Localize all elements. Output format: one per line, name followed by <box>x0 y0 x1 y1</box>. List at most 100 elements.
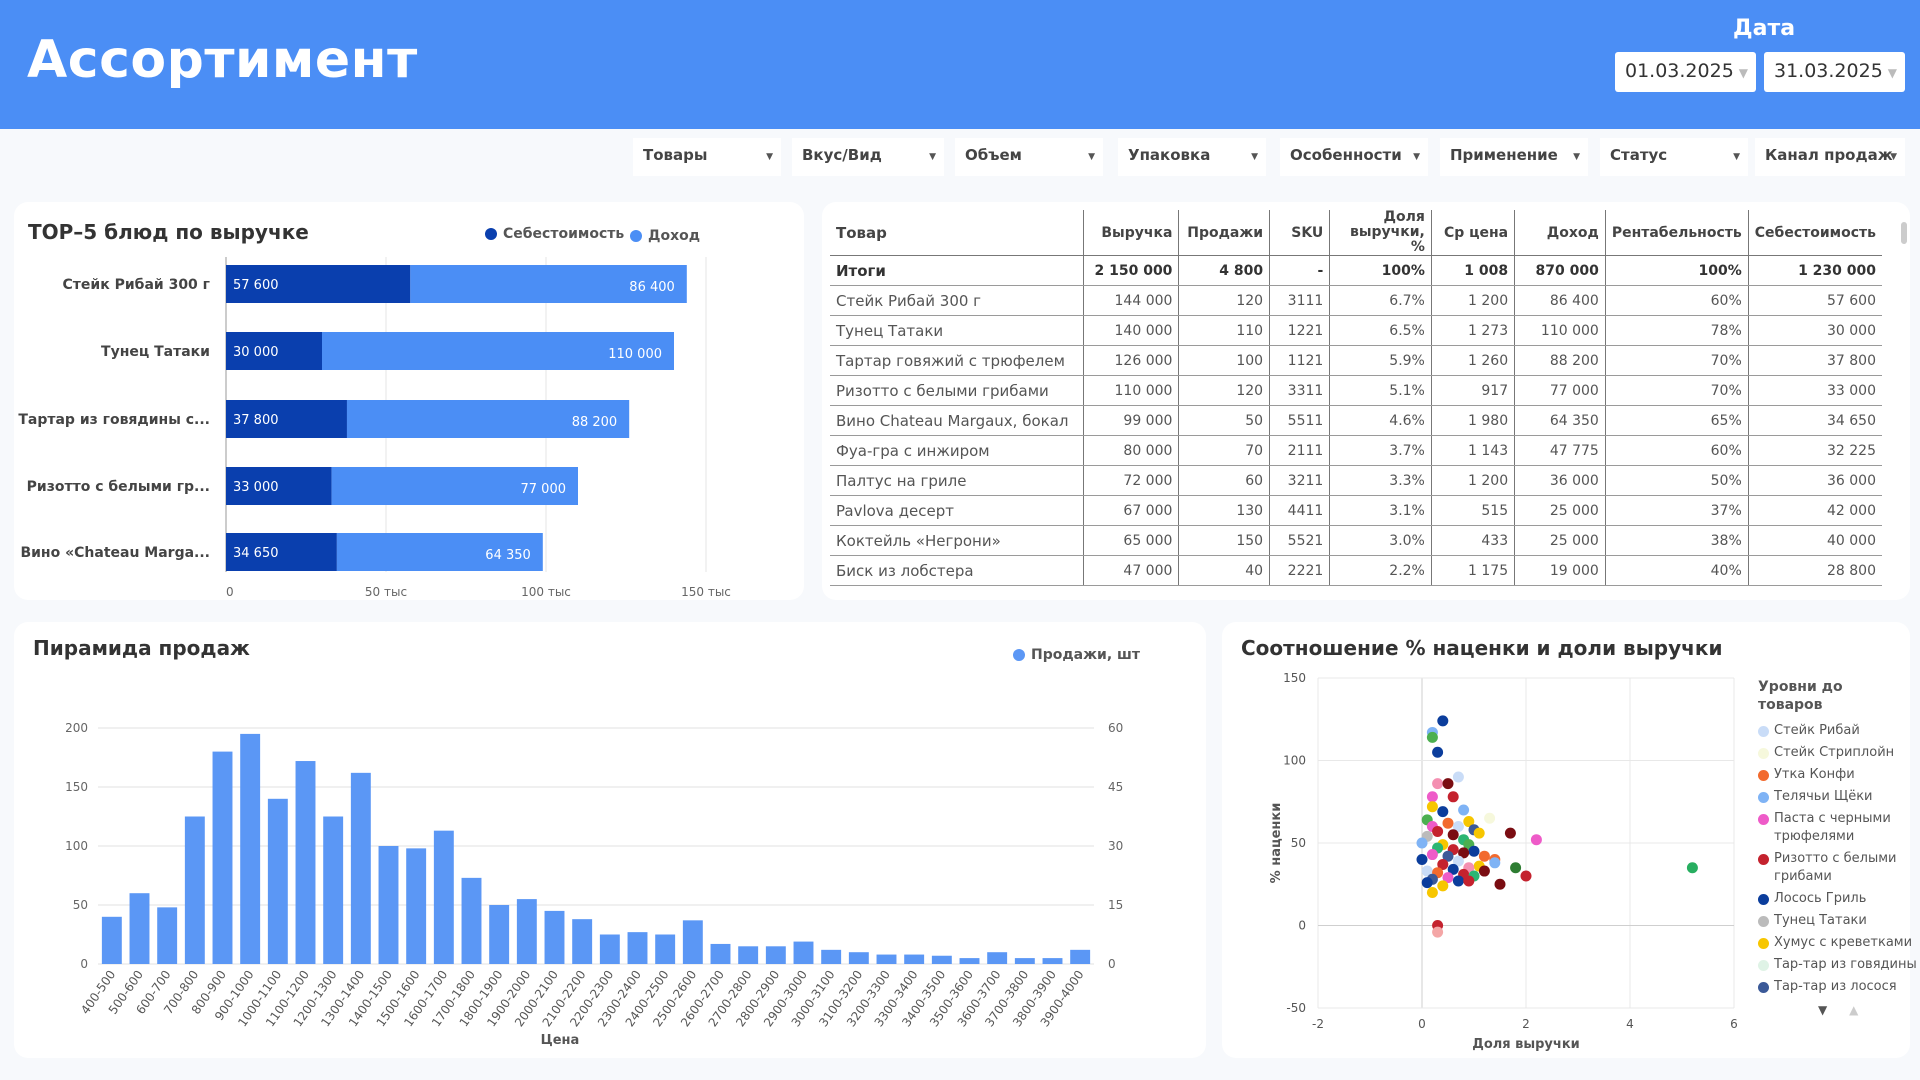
scatter-point[interactable] <box>1426 801 1438 813</box>
pyramid-bar[interactable] <box>655 934 676 965</box>
scatter-point[interactable] <box>1442 778 1454 790</box>
filter-volume[interactable]: Объем ▼ <box>955 138 1103 176</box>
scatter-point[interactable] <box>1416 837 1428 849</box>
pyramid-bar[interactable] <box>1070 949 1091 964</box>
bar-income[interactable] <box>410 265 687 303</box>
scatter-point[interactable] <box>1458 804 1470 816</box>
bar-income[interactable] <box>331 467 578 505</box>
column-header[interactable]: Выручка <box>1083 210 1180 256</box>
scatter-point[interactable] <box>1463 875 1475 887</box>
scatter-point[interactable] <box>1432 825 1444 837</box>
scatter-point[interactable] <box>1520 870 1532 882</box>
bar-cost[interactable] <box>226 467 332 505</box>
bar-cost[interactable] <box>226 332 322 370</box>
scatter-point[interactable] <box>1437 858 1449 870</box>
bar-cost[interactable] <box>226 265 411 303</box>
pyramid-bar[interactable] <box>212 751 233 964</box>
scatter-point[interactable] <box>1452 855 1464 867</box>
scatter-point[interactable] <box>1686 862 1698 874</box>
pyramid-bar[interactable] <box>157 907 178 964</box>
pyramid-bar[interactable] <box>267 798 288 964</box>
table-row[interactable]: Тартар говяжий с трюфелем 126 000 100 1121 5… <box>830 345 1882 376</box>
scatter-point[interactable] <box>1421 865 1433 877</box>
pyramid-bar[interactable] <box>184 816 205 965</box>
column-header[interactable]: Продажи <box>1178 210 1271 256</box>
pyramid-bar[interactable] <box>848 952 869 964</box>
pyramid-bar[interactable] <box>240 733 261 964</box>
pyramid-bar[interactable] <box>350 772 371 964</box>
column-header[interactable]: Доход <box>1514 210 1606 256</box>
scatter-point[interactable] <box>1510 862 1522 874</box>
pyramid-bar[interactable] <box>876 954 897 964</box>
column-header[interactable]: Доля выручки, % <box>1329 210 1432 256</box>
table-row[interactable]: Ризотто с белыми грибами 110 000 120 3311 5.… <box>830 375 1882 406</box>
scatter-point[interactable] <box>1437 715 1449 727</box>
arrow-up-icon[interactable]: ▲ <box>1849 1003 1859 1017</box>
table-row[interactable]: Палтус на гриле 72 000 60 3211 3.3% 1 200 36 0… <box>830 465 1882 496</box>
pyramid-bar[interactable] <box>904 954 925 964</box>
column-header[interactable]: Товар <box>830 210 1085 256</box>
scatter-point[interactable] <box>1504 827 1516 839</box>
scatter-point[interactable] <box>1478 850 1490 862</box>
scatter-point[interactable] <box>1452 771 1464 783</box>
legend-item[interactable]: Паста с черными трюфелями <box>1758 810 1918 846</box>
date-from-picker[interactable]: 01.03.2025 ▼ <box>1615 52 1756 92</box>
date-to-picker[interactable]: 31.03.2025 ▼ <box>1764 52 1905 92</box>
filter-features[interactable]: Особенности ▼ <box>1280 138 1428 176</box>
scatter-point[interactable] <box>1447 791 1459 803</box>
pyramid-bar[interactable] <box>821 949 842 964</box>
pyramid-bar[interactable] <box>959 958 980 964</box>
scatter-point[interactable] <box>1437 806 1449 818</box>
pyramid-bar[interactable] <box>516 899 537 964</box>
legend-item[interactable]: Телячьи Щёки <box>1758 788 1918 806</box>
bar-income[interactable] <box>336 533 543 571</box>
scatter-point[interactable] <box>1447 863 1459 875</box>
legend-item[interactable]: Тар-тар из лосося <box>1758 978 1918 996</box>
pyramid-bar[interactable] <box>433 830 454 964</box>
pyramid-bar[interactable] <box>1042 958 1063 964</box>
pyramid-bar[interactable] <box>572 919 593 964</box>
column-header[interactable]: SKU <box>1269 210 1331 256</box>
scatter-point[interactable] <box>1473 827 1485 839</box>
scatter-point[interactable] <box>1494 878 1506 890</box>
scatter-point[interactable] <box>1437 880 1449 892</box>
bar-cost[interactable] <box>226 533 337 571</box>
scatter-point[interactable] <box>1426 849 1438 861</box>
scatter-point[interactable] <box>1426 791 1438 803</box>
pyramid-bar[interactable] <box>461 877 482 964</box>
column-header[interactable]: Ср цена <box>1431 210 1516 256</box>
scatter-point[interactable] <box>1432 926 1444 938</box>
legend-item[interactable]: Тунец Татаки <box>1758 912 1918 930</box>
scatter-point[interactable] <box>1442 872 1454 884</box>
legend-item[interactable]: Ризотто с белыми грибами <box>1758 850 1918 886</box>
pyramid-bar[interactable] <box>793 941 814 964</box>
pyramid-bar[interactable] <box>710 943 731 964</box>
pyramid-bar[interactable] <box>765 946 786 964</box>
filter-usage[interactable]: Применение ▼ <box>1440 138 1588 176</box>
scatter-point[interactable] <box>1489 857 1501 869</box>
filter-taste[interactable]: Вкус/Вид ▼ <box>792 138 944 176</box>
scatter-point[interactable] <box>1484 812 1496 824</box>
pyramid-bar[interactable] <box>599 934 620 965</box>
table-row[interactable]: Биск из лобстера 47 000 40 2221 2.2% 1 175 19 … <box>830 555 1882 586</box>
pyramid-bar[interactable] <box>627 932 648 964</box>
legend-item[interactable]: Лосось Гриль <box>1758 890 1918 908</box>
filter-products[interactable]: Товары ▼ <box>633 138 781 176</box>
scatter-point[interactable] <box>1452 875 1464 887</box>
pyramid-bar[interactable] <box>931 955 952 964</box>
bar-income[interactable] <box>346 400 630 438</box>
legend-item[interactable]: Утка Конфи <box>1758 766 1918 784</box>
scatter-point[interactable] <box>1426 887 1438 898</box>
pyramid-bar[interactable] <box>1014 958 1035 964</box>
scatter-point[interactable] <box>1432 778 1444 790</box>
pyramid-bar[interactable] <box>406 848 427 964</box>
legend-item[interactable]: Хумус с креветками <box>1758 934 1918 952</box>
scatter-point[interactable] <box>1530 834 1542 846</box>
scatter-point[interactable] <box>1416 854 1428 865</box>
pyramid-bar[interactable] <box>682 920 703 964</box>
filter-status[interactable]: Статус ▼ <box>1600 138 1748 176</box>
filter-sales-channel[interactable]: Канал продаж ▼ <box>1755 138 1905 176</box>
legend-item[interactable]: Стейк Рибай <box>1758 722 1918 740</box>
pyramid-bar[interactable] <box>129 893 150 964</box>
column-header[interactable]: Рентабельность <box>1605 210 1749 256</box>
